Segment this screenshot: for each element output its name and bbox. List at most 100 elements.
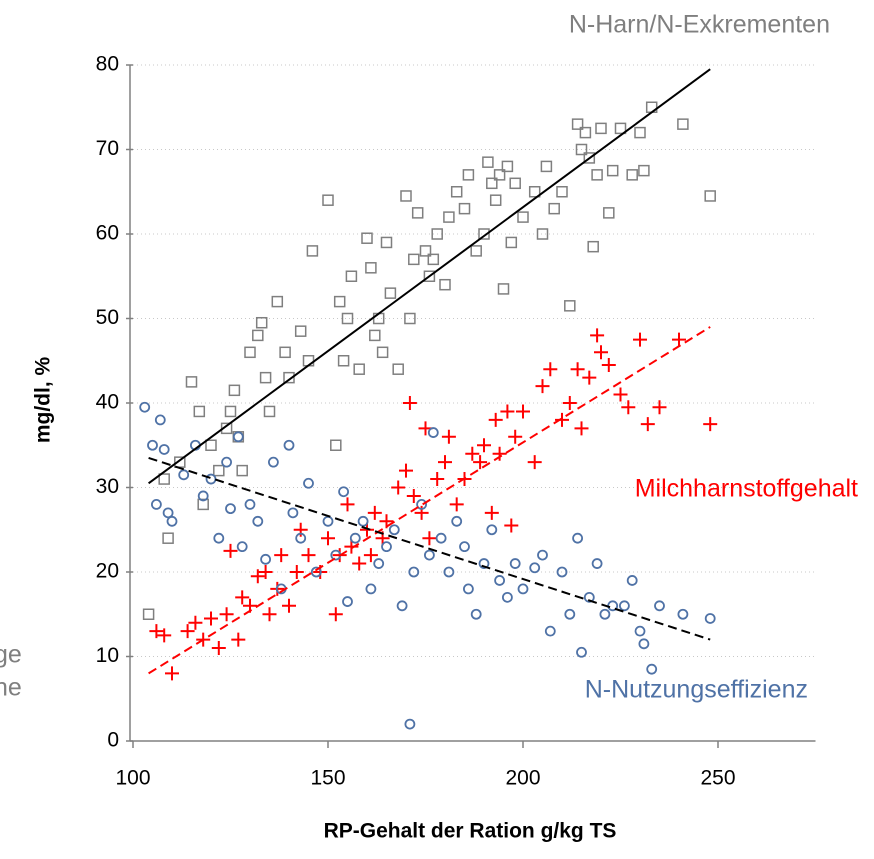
point <box>330 439 342 451</box>
point <box>535 379 550 394</box>
point <box>404 312 416 325</box>
point <box>162 507 174 519</box>
trendline <box>148 68 711 485</box>
point <box>489 194 502 206</box>
point <box>462 583 474 595</box>
point <box>626 575 638 586</box>
point <box>571 118 584 130</box>
trendline <box>148 326 711 675</box>
point <box>154 414 166 426</box>
point <box>158 473 170 485</box>
point <box>564 608 576 620</box>
point <box>157 628 172 643</box>
point <box>282 598 296 613</box>
point <box>213 464 225 477</box>
point <box>555 412 569 427</box>
point <box>497 283 510 295</box>
point <box>438 455 452 470</box>
point <box>441 429 456 444</box>
point <box>606 164 619 177</box>
point <box>473 455 488 470</box>
point <box>494 575 506 586</box>
point <box>564 300 576 312</box>
point <box>583 591 595 603</box>
x-tick-label: 100 <box>115 767 150 790</box>
y-tick-label: 10 <box>96 644 119 667</box>
point <box>381 541 392 553</box>
y-tick-label: 0 <box>107 729 119 752</box>
point <box>443 566 455 578</box>
point <box>419 245 432 257</box>
point <box>322 194 334 206</box>
point <box>337 355 350 367</box>
point <box>451 515 463 527</box>
point <box>341 312 354 325</box>
point <box>166 515 178 527</box>
point <box>204 611 218 626</box>
point <box>344 539 359 554</box>
point <box>205 439 217 451</box>
point <box>221 456 233 468</box>
point <box>422 531 437 546</box>
point <box>260 553 272 565</box>
point <box>508 429 523 444</box>
point <box>333 295 346 308</box>
point <box>352 556 367 571</box>
point <box>361 232 373 244</box>
point <box>338 486 350 498</box>
series-label: Milchharnstoffgehalt <box>635 475 858 503</box>
point <box>283 371 295 384</box>
point <box>149 624 164 639</box>
point <box>677 118 689 130</box>
point <box>470 245 482 257</box>
point <box>399 463 413 478</box>
point <box>590 328 605 343</box>
point <box>672 332 686 347</box>
point <box>301 548 316 563</box>
point <box>504 518 519 533</box>
point <box>536 228 549 240</box>
point <box>614 122 627 135</box>
point <box>321 531 335 546</box>
point <box>505 236 518 249</box>
point <box>295 532 307 544</box>
point <box>262 607 277 622</box>
point <box>543 362 558 377</box>
point <box>244 346 256 359</box>
point <box>634 625 646 637</box>
point <box>365 583 377 595</box>
point <box>274 548 289 563</box>
point <box>458 202 471 215</box>
point <box>360 522 374 537</box>
point <box>236 464 248 477</box>
point <box>408 253 420 266</box>
point <box>142 608 155 620</box>
point <box>289 565 304 579</box>
point <box>287 507 299 519</box>
point <box>391 480 406 495</box>
point <box>613 387 628 402</box>
point <box>591 169 603 181</box>
point <box>517 583 529 595</box>
point <box>478 228 490 240</box>
point <box>235 590 250 605</box>
series-label: N-Harn/N-Exkrementen <box>569 11 830 39</box>
point <box>652 400 667 415</box>
point <box>638 638 650 650</box>
point <box>147 439 158 451</box>
point <box>633 332 647 347</box>
point <box>279 346 291 359</box>
point <box>509 177 521 190</box>
point <box>449 497 464 512</box>
point <box>640 417 655 432</box>
point <box>165 666 179 681</box>
point <box>258 565 273 579</box>
point <box>516 404 530 419</box>
point <box>579 126 592 139</box>
point <box>465 446 480 461</box>
y-tick-label: 80 <box>96 53 119 76</box>
point <box>619 600 630 612</box>
point <box>443 211 455 223</box>
point <box>376 346 389 359</box>
point <box>228 384 241 397</box>
